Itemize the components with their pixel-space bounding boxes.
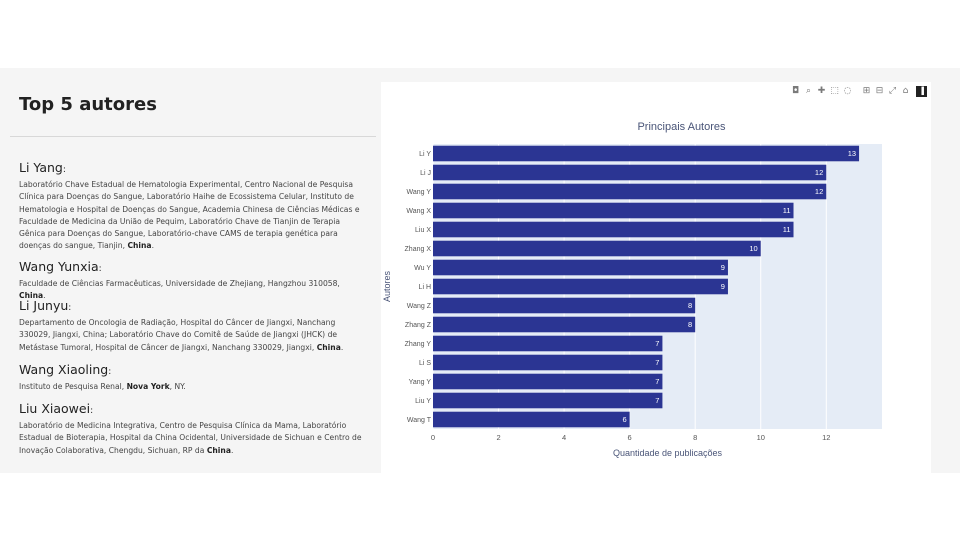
x-tick-label: 2 <box>496 433 500 442</box>
bar <box>433 164 827 181</box>
author-entry: Wang Xiaoling: Instituto de Pesquisa Rena… <box>19 362 364 393</box>
y-tick-label: Zhang Y <box>405 341 432 348</box>
divider <box>10 136 376 137</box>
lasso-icon[interactable]: ◌ <box>843 86 852 96</box>
data-label: 13 <box>848 149 856 158</box>
y-tick-label: Wang Z <box>407 303 432 310</box>
box-select-icon[interactable]: ⬚ <box>830 86 839 96</box>
data-label: 12 <box>815 168 823 177</box>
data-label: 10 <box>749 244 757 253</box>
zoom-out-icon[interactable]: ⊟ <box>875 86 884 96</box>
pan-icon[interactable]: ✚ <box>817 86 826 96</box>
y-tick-label: Yang Y <box>409 379 432 386</box>
bar <box>433 316 696 333</box>
x-tick-label: 4 <box>562 433 566 442</box>
data-label: 9 <box>721 282 725 291</box>
author-name: Li Yang: <box>19 160 66 175</box>
y-tick-label: Wang T <box>407 417 432 424</box>
data-label: 12 <box>815 187 823 196</box>
bar <box>433 373 663 390</box>
y-tick-label: Zhang Z <box>405 322 432 329</box>
y-tick-label: Liu X <box>415 227 431 234</box>
data-label: 11 <box>783 206 791 215</box>
data-label: 7 <box>655 377 659 386</box>
bar <box>433 202 794 219</box>
plotly-logo-icon[interactable]: ▐ <box>916 85 927 97</box>
x-tick-label: 12 <box>822 433 830 442</box>
data-label: 7 <box>655 396 659 405</box>
author-affiliation: Laboratório Chave Estadual de Hematologi… <box>19 180 360 251</box>
y-tick-label: Liu Y <box>415 398 431 405</box>
bar <box>433 411 630 428</box>
author-entry: Liu Xiaowei: Laboratório de Medicina Inte… <box>19 401 364 457</box>
data-label: 8 <box>688 320 692 329</box>
data-label: 8 <box>688 301 692 310</box>
x-tick-label: 6 <box>628 433 632 442</box>
y-tick-label: Zhang X <box>405 246 432 253</box>
author-name: Li Junyu: <box>19 298 72 313</box>
author-name: Wang Xiaoling: <box>19 362 112 377</box>
author-country: China <box>316 342 341 352</box>
camera-icon[interactable]: ◘ <box>791 86 800 96</box>
bar <box>433 354 663 371</box>
x-tick-label: 0 <box>431 433 435 442</box>
author-entry: Li Junyu: Departamento de Oncologia de Ra… <box>19 298 364 354</box>
data-label: 6 <box>622 415 626 424</box>
author-entry: Li Yang: Laboratório Chave Estadual de He… <box>19 160 364 253</box>
bar <box>433 278 728 295</box>
author-country: China <box>127 241 152 251</box>
y-tick-label: Wang Y <box>406 189 431 196</box>
x-axis-title: Quantidade de publicações <box>613 448 723 458</box>
bar <box>433 259 728 276</box>
author-name: Liu Xiaowei: <box>19 401 94 416</box>
author-entry: Wang Yunxia: Faculdade de Ciências Farmac… <box>19 259 364 303</box>
data-label: 9 <box>721 263 725 272</box>
top-authors-panel: Top 5 autores Li Yang: Laboratório Chave … <box>10 82 376 473</box>
x-tick-label: 10 <box>757 433 765 442</box>
bar <box>433 335 663 352</box>
modebar: ◘ ⌕ ✚ ⬚ ◌ ⊞ ⊟ ⤢ ⌂ ▐ <box>790 84 927 98</box>
author-affiliation: Departamento de Oncologia de Radiação, H… <box>19 318 344 352</box>
y-axis-title: Autores <box>382 270 392 302</box>
y-tick-label: Li S <box>419 360 431 367</box>
bar <box>433 145 860 162</box>
bar-chart: Principais Autores 0 2 4 6 8 10 12 Li Y 13 Li J 12 W… <box>382 121 882 458</box>
y-tick-label: Li H <box>419 284 431 291</box>
author-affiliation: Faculdade de Ciências Farmacêuticas, Uni… <box>19 279 340 301</box>
zoom-icon[interactable]: ⌕ <box>805 86 812 96</box>
author-country: China <box>206 445 231 455</box>
chart-panel: ◘ ⌕ ✚ ⬚ ◌ ⊞ ⊟ ⤢ ⌂ ▐ Principais Autores 0 2 4 6 8 10 12 Li… <box>381 82 931 473</box>
y-tick-label: Li Y <box>419 151 431 158</box>
zoom-in-icon[interactable]: ⊞ <box>862 86 871 96</box>
author-country: Nova York <box>126 382 170 391</box>
bar <box>433 240 761 257</box>
y-tick-label: Li J <box>420 170 431 177</box>
chart-title: Principais Autores <box>637 121 726 133</box>
author-name: Wang Yunxia: <box>19 259 102 274</box>
autoscale-icon[interactable]: ⤢ <box>888 86 897 96</box>
bar <box>433 221 794 238</box>
author-affiliation: Laboratório de Medicina Integrativa, Cen… <box>19 421 362 455</box>
x-tick-label: 8 <box>693 433 697 442</box>
y-tick-label: Wang X <box>406 208 431 215</box>
y-tick-label: Wu Y <box>414 265 431 272</box>
data-label: 7 <box>655 339 659 348</box>
bar <box>433 392 663 409</box>
data-label: 11 <box>783 225 791 234</box>
reset-axes-icon[interactable]: ⌂ <box>902 86 909 96</box>
bar <box>433 297 696 314</box>
author-affiliation: Instituto de Pesquisa Renal, Nova York, … <box>19 382 186 391</box>
data-label: 7 <box>655 358 659 367</box>
author-country: China <box>19 291 44 301</box>
panel-title: Top 5 autores <box>19 94 157 115</box>
bar <box>433 183 827 200</box>
